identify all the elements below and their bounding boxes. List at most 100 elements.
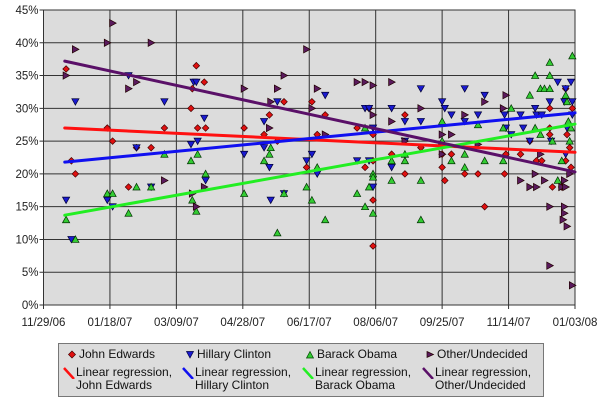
edwards-point	[361, 163, 369, 172]
obama-point	[279, 189, 289, 197]
clinton-point	[566, 78, 576, 87]
x-tick-label: 08/06/07	[353, 317, 398, 329]
triangle-right-marker-icon	[426, 350, 435, 359]
other-point	[361, 77, 370, 87]
obama-point	[553, 176, 562, 184]
obama-point	[132, 182, 141, 191]
other-point	[561, 176, 569, 185]
obama-point	[473, 120, 483, 129]
legend-label-line2: John Edwards	[76, 378, 153, 392]
legend-item-edwards-regression: Linear regression, John Edwards	[62, 366, 172, 392]
other-point	[280, 71, 289, 80]
edwards-point	[265, 111, 274, 119]
x-tick-label: 11/29/06	[22, 317, 66, 329]
obama-point	[186, 156, 196, 165]
y-tick-label: 0%	[22, 300, 39, 312]
other-point	[308, 104, 317, 113]
other-point	[369, 81, 378, 90]
other-point	[388, 117, 396, 126]
obama-point	[499, 123, 508, 132]
other-point	[561, 209, 569, 218]
edwards-point	[240, 124, 248, 132]
obama-point	[530, 71, 540, 79]
edwards-point	[500, 170, 509, 178]
y-tick-label: 20%	[15, 169, 38, 181]
other-point	[62, 71, 71, 80]
x-tick-label: 03/09/07	[154, 317, 199, 329]
clinton-point	[440, 104, 449, 113]
obama-point	[368, 208, 378, 217]
other-point	[109, 18, 117, 28]
obama-point	[499, 156, 508, 165]
obama-point	[545, 58, 554, 66]
legend-label: Barack Obama	[317, 347, 398, 361]
other-point	[417, 104, 426, 113]
clinton-point	[400, 118, 410, 126]
x-tick-label: 04/28/07	[220, 317, 265, 329]
clinton-point	[160, 98, 169, 106]
regression-line-icon	[182, 367, 194, 379]
other-point	[448, 130, 456, 139]
plot-border	[43, 9, 576, 306]
y-tick-label: 10%	[15, 234, 38, 246]
clinton-point	[266, 196, 275, 205]
obama-point	[239, 189, 249, 197]
legend-label: Linear regression, Other/Undecided	[435, 366, 531, 392]
clinton-point	[553, 78, 562, 87]
edwards-point	[124, 183, 133, 191]
legend-item-clinton: Hillary Clinton	[183, 348, 271, 361]
obama-point	[364, 182, 374, 191]
edwards-point	[516, 150, 525, 159]
clinton-point	[416, 118, 426, 126]
edwards-point	[62, 65, 70, 73]
obama-point	[548, 136, 557, 145]
edwards-point	[192, 61, 201, 70]
legend: John Edwards Hillary Clinton Barack Obam…	[58, 343, 544, 397]
edwards-point	[201, 124, 210, 132]
y-tick-label: 45%	[15, 5, 38, 17]
edwards-point	[474, 170, 482, 178]
other-point	[502, 91, 511, 100]
y-tick-label: 25%	[15, 136, 38, 148]
obama-point	[103, 189, 112, 197]
clinton-point	[364, 104, 374, 113]
obama-point	[146, 182, 156, 191]
edwards-point	[280, 97, 288, 106]
x-tick-label: 01/03/08	[553, 317, 598, 329]
other-point	[125, 84, 133, 93]
obama-point	[557, 156, 566, 165]
legend-label-line2: Other/Undecided	[435, 378, 526, 392]
clinton-point	[192, 78, 201, 87]
legend-label: Linear regression, Barack Obama	[315, 366, 411, 392]
x-tick-label: 11/14/07	[487, 317, 531, 329]
edwards-point	[548, 183, 557, 191]
other-point	[481, 97, 489, 106]
legend-label: Linear regression, John Edwards	[76, 366, 172, 392]
clinton-point	[352, 157, 362, 165]
obama-point	[259, 156, 269, 165]
edwards-point	[353, 124, 361, 132]
clinton-point	[61, 196, 71, 205]
clinton-point	[259, 144, 269, 152]
legend-item-other-regression: Linear regression, Other/Undecided	[421, 366, 531, 392]
diamond-marker-icon	[68, 350, 76, 359]
obama-point	[561, 90, 570, 99]
clinton-point	[387, 163, 396, 172]
clinton-point	[568, 98, 577, 106]
obama-point	[201, 169, 210, 178]
obama-point	[525, 90, 535, 99]
edwards-point	[308, 97, 316, 106]
clinton-point	[561, 85, 570, 93]
obama-point	[507, 104, 516, 112]
obama-point	[568, 51, 577, 60]
clinton-regression-line	[63, 111, 577, 164]
other-point	[274, 84, 282, 93]
obama-point	[416, 176, 426, 184]
obama-point	[302, 182, 311, 191]
other-point	[559, 215, 568, 224]
clinton-point	[460, 85, 469, 93]
clinton-point	[525, 137, 535, 146]
clinton-point	[193, 137, 202, 146]
other-point	[103, 38, 112, 47]
